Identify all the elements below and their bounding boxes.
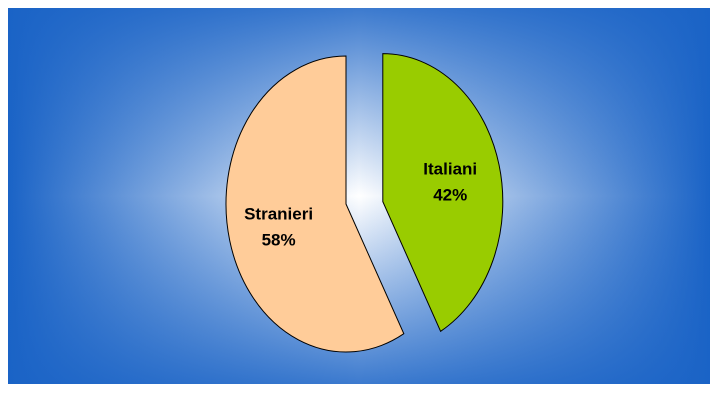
pie-slices xyxy=(225,53,504,353)
pie-slice-stranieri xyxy=(225,55,405,353)
slice-label-stranieri: Stranieri xyxy=(244,204,313,223)
pie-chart: Italiani 42% Stranieri 58% xyxy=(8,8,710,384)
slice-value-italiani: 42% xyxy=(433,185,467,204)
slice-value-stranieri: 58% xyxy=(262,230,296,249)
slice-label-italiani: Italiani xyxy=(423,159,477,178)
pie-slice-italiani xyxy=(382,53,504,333)
chart-area: Italiani 42% Stranieri 58% xyxy=(8,8,710,384)
pie-labels: Italiani 42% Stranieri 58% xyxy=(244,159,477,249)
